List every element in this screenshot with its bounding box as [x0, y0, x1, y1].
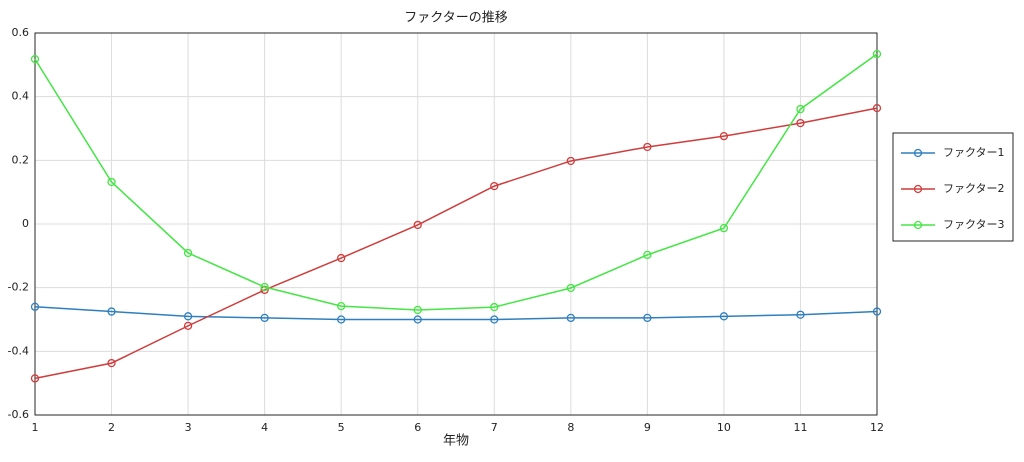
point	[30, 302, 40, 311]
point	[260, 282, 269, 292]
point	[30, 54, 40, 64]
point	[872, 49, 882, 59]
x-axis-label: 年物	[443, 434, 469, 449]
y-tick-label: 0	[22, 217, 29, 230]
point	[107, 177, 116, 187]
y-tick-label: -0.2	[8, 281, 29, 294]
point	[566, 283, 575, 293]
legend-box	[892, 132, 1014, 242]
point	[413, 315, 422, 324]
point	[490, 181, 499, 191]
y-tick-label: 0.6	[12, 26, 30, 39]
point	[872, 307, 882, 316]
point	[643, 142, 652, 152]
y-tick-label: 0.2	[12, 153, 30, 166]
point	[796, 104, 805, 114]
plot-frame	[34, 32, 878, 416]
point	[719, 131, 729, 141]
point	[413, 305, 422, 315]
point	[260, 313, 269, 323]
point	[566, 156, 575, 166]
series-line	[34, 53, 878, 311]
point	[183, 248, 193, 258]
series-line	[34, 306, 878, 321]
y-tick-label: -0.6	[8, 408, 29, 421]
legend-marker	[913, 220, 923, 230]
x-tick-label: 10	[717, 421, 731, 434]
point	[796, 118, 805, 128]
x-tick-label: 1	[32, 421, 39, 434]
x-tick-label: 3	[185, 421, 192, 434]
point	[337, 301, 346, 311]
point	[872, 103, 882, 113]
x-tick-label: 5	[338, 421, 345, 434]
point	[643, 313, 652, 323]
point	[183, 312, 193, 321]
x-tick-label: 2	[108, 421, 115, 434]
point	[30, 374, 40, 383]
x-tick-label: 11	[793, 421, 807, 434]
legend-label: ファクター3	[943, 218, 1005, 231]
x-tick-label: 9	[644, 421, 651, 434]
x-tick-label: 4	[261, 421, 268, 434]
point	[337, 315, 346, 324]
point	[413, 220, 422, 230]
legend-marker	[913, 184, 923, 194]
x-tick-label: 7	[491, 421, 498, 434]
y-tick-label: -0.4	[8, 344, 29, 357]
legend-marker	[913, 148, 923, 158]
point	[490, 315, 499, 324]
point	[796, 310, 805, 319]
legend-label: ファクター1	[943, 146, 1005, 159]
point	[566, 313, 575, 323]
series-line	[34, 107, 878, 380]
point	[719, 312, 729, 321]
point	[337, 253, 346, 263]
point	[490, 302, 499, 312]
legend-label: ファクター2	[943, 182, 1005, 195]
x-tick-label: 12	[870, 421, 884, 434]
point	[643, 250, 652, 260]
point	[107, 307, 116, 316]
point	[719, 223, 729, 233]
point	[107, 358, 116, 368]
chart-title: ファクターの推移	[404, 11, 507, 26]
y-tick-label: 0.4	[12, 90, 30, 103]
point	[183, 321, 193, 331]
x-tick-label: 6	[414, 421, 421, 434]
x-tick-label: 8	[567, 421, 574, 434]
